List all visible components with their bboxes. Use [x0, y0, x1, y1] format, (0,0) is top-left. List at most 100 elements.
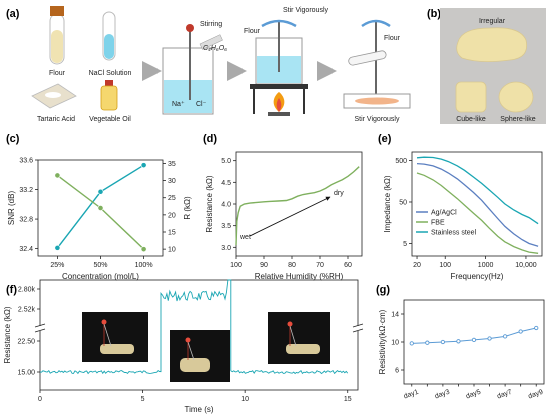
series-line [235, 166, 360, 246]
y-right-tick-label: 15 [168, 230, 176, 237]
y-tick-label: 3.5 [221, 223, 231, 230]
y-tick-label: 6 [395, 368, 399, 375]
data-point [502, 334, 508, 339]
x-tick-label: 100 [230, 262, 242, 269]
data-point [140, 246, 147, 253]
series-line-1 [416, 172, 539, 254]
x-tick-label: day5 [465, 389, 482, 401]
label-oil: Vegetable Oil [89, 116, 131, 123]
y-right-axis-label: R (kΩ) [183, 196, 192, 220]
x-tick-label: day7 [496, 389, 513, 401]
legend-label: Stainless steel [431, 230, 477, 237]
y-right-tick-label: 20 [168, 212, 176, 219]
axes-frame-f [39, 279, 359, 391]
series-line-2 [416, 156, 539, 225]
stirring-beaker-illustration [162, 24, 223, 115]
x-tick-label: 100 [439, 262, 451, 269]
data-point [425, 340, 430, 345]
y-tick-label: 32.4 [19, 246, 33, 253]
x-tick-label: 10,000 [515, 262, 537, 269]
annotation-dry: dry [334, 190, 344, 197]
y-tick-label: 15.00 [17, 370, 35, 377]
label-irregular: Irregular [479, 18, 506, 25]
panel-label-a: (a) [6, 8, 20, 20]
x-tick-label: 100% [135, 262, 153, 269]
panel-a: (a) Flour NaCl Solution Tartaric Acid Ve… [6, 6, 411, 123]
series-line-1 [56, 174, 145, 250]
data-point [54, 244, 61, 251]
data-point [456, 339, 461, 344]
data-point [54, 172, 61, 179]
y-axis-label: SNR (dB) [7, 191, 16, 226]
legend-label: FBE [431, 220, 445, 227]
x-tick-label: 20 [413, 262, 421, 269]
x-tick-label: 80 [288, 262, 296, 269]
flour-tube-illustration [49, 6, 65, 65]
x-tick-label: 25% [50, 262, 64, 269]
oil-bottle-illustration [100, 80, 118, 111]
dough-sphere [498, 81, 534, 113]
label-stir-vigorously-2: Stir Vigorously [354, 116, 400, 123]
y-tick-label: 33.6 [19, 158, 33, 165]
panel-label-c: (c) [6, 133, 20, 145]
axes-frame-d [235, 151, 363, 257]
panel-f: (f) [3, 279, 364, 414]
inset-photo-2 [170, 330, 230, 382]
panel-e: (e) 20 100 1000 10,000 5 50 500 Frequency(Hz) Im… [378, 133, 543, 281]
label-flour-2: Flour [244, 28, 261, 35]
x-tick-label: 70 [316, 262, 324, 269]
x-axis-label: Relative Humidity (%RH) [255, 272, 344, 281]
data-point [97, 205, 104, 211]
label-tartaric: Tartaric Acid [37, 116, 75, 123]
panel-g: (g) day1 day3 day5 day7 day9 6 10 14 Resistivity… [376, 284, 545, 401]
y-tick-label: 5 [403, 241, 407, 248]
data-point [471, 337, 477, 343]
x-tick-label: 90 [260, 262, 268, 269]
data-point [518, 329, 523, 334]
axis-break-right [352, 323, 364, 333]
panel-d: (d) dry wet 100 90 80 70 60 3.0 3.5 4.0 4.5 5.0 Re… [203, 133, 363, 281]
y-right-tick-label: 10 [168, 247, 176, 254]
axis-break-left [34, 323, 46, 333]
y-axis-label: Resistivity(kΩ·cm) [378, 309, 387, 374]
y-right-tick-label: 30 [168, 178, 176, 185]
data-point [140, 162, 147, 169]
y-tick-label: 2.80k [18, 287, 36, 294]
panel-c: (c) 25% 50% 100% 32.4 32.8 33.2 33.6 10 15 20 25 30… [6, 133, 192, 281]
data-point [97, 188, 104, 195]
y-tick-label: 2.52k [18, 307, 36, 314]
x-tick-label: day3 [434, 389, 451, 401]
x-tick-label: 60 [344, 262, 352, 269]
panel-b: (b) Irregular Cube-like Sphere-like [427, 8, 546, 124]
heated-beaker-illustration [250, 19, 308, 116]
label-stirring: Stirring [200, 21, 222, 28]
y-tick-label: 500 [395, 158, 407, 165]
x-axis-label: Frequency(Hz) [451, 272, 504, 281]
inset-photo-3 [268, 312, 330, 364]
panel-label-f: (f) [6, 284, 17, 296]
y-tick-label: 4.0 [221, 202, 231, 209]
x-tick-label: 15 [344, 396, 352, 403]
data-point [534, 325, 539, 331]
inset-photo-1 [82, 312, 148, 362]
x-axis-label: Concentration (mol/L) [62, 272, 139, 281]
dough-irregular [456, 27, 528, 62]
label-na-ion: Na⁺ [172, 100, 185, 108]
y-tick-label: 33.2 [19, 187, 33, 194]
x-axis-label: Time (s) [184, 405, 213, 414]
x-tick-label: 0 [38, 396, 42, 403]
data-point [487, 336, 492, 341]
data-point [409, 341, 414, 346]
dish-illustration [343, 19, 411, 109]
y-tick-label: 3.0 [221, 245, 231, 252]
annotation-wet: wet [239, 234, 251, 241]
x-tick-label: day9 [527, 389, 544, 401]
y-tick-label: 22.50 [17, 339, 35, 346]
y-tick-label: 4.5 [221, 180, 231, 187]
label-flour-3: Flour [384, 35, 401, 42]
y-tick-label: 50 [399, 199, 407, 206]
x-tick-label: 5 [141, 396, 145, 403]
panel-label-e: (e) [378, 133, 392, 145]
axes-frame-e [411, 151, 543, 257]
